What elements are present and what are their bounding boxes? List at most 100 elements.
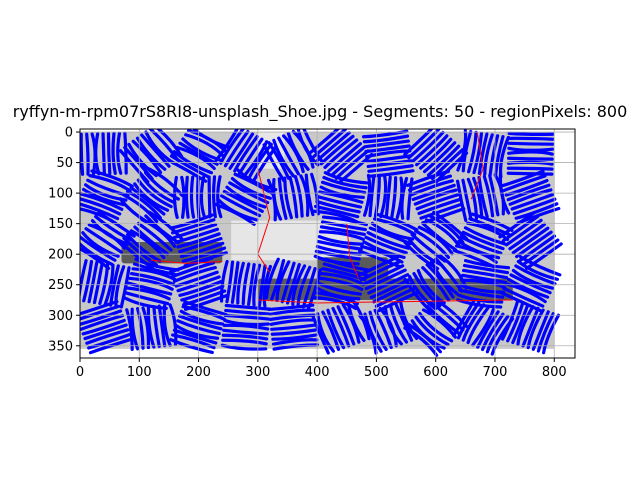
blob-stroke — [330, 145, 366, 177]
blob-stroke — [514, 264, 557, 286]
blob-stroke — [223, 318, 270, 327]
blob-stroke — [88, 337, 134, 355]
blob-stroke — [365, 154, 413, 164]
blob-stroke — [80, 197, 122, 216]
blob-stroke — [461, 273, 508, 285]
blob-stroke — [483, 133, 494, 176]
blob-stroke — [472, 131, 484, 175]
blob-stroke — [268, 308, 315, 317]
blob-stroke — [126, 232, 162, 263]
blob-stroke — [501, 214, 540, 243]
blob-stroke — [170, 261, 216, 279]
blob-stroke — [103, 263, 115, 306]
segment-boundary — [257, 299, 513, 304]
blob-stroke — [315, 131, 351, 162]
segment-blob — [168, 256, 229, 311]
y-tick-label: 0 — [65, 126, 73, 141]
blob-stroke — [407, 129, 441, 160]
x-tick-label: 800 — [542, 365, 567, 380]
blob-stroke — [140, 174, 177, 205]
y-tick-label: 50 — [56, 156, 73, 171]
blob-stroke — [480, 312, 505, 352]
blob-stroke — [180, 175, 186, 219]
blob-stroke — [511, 303, 530, 345]
blob-stroke — [460, 278, 507, 289]
blob-stroke — [299, 174, 310, 217]
blob-stroke — [277, 177, 288, 220]
blob-stroke — [511, 268, 555, 290]
blob-stroke — [81, 318, 126, 336]
blob-stroke — [85, 328, 130, 345]
blob-stroke — [271, 338, 319, 346]
blob-stroke — [80, 192, 124, 211]
blob-stroke — [237, 137, 264, 176]
blob-stroke — [367, 164, 414, 173]
segment-blob — [362, 129, 415, 178]
segment-blob — [403, 129, 469, 184]
blob-stroke — [101, 132, 106, 176]
blob-stroke — [395, 176, 404, 220]
x-tick-label: 200 — [186, 365, 211, 380]
blob-stroke — [80, 259, 88, 300]
segment-blob — [169, 300, 228, 355]
blob-stroke — [502, 286, 545, 308]
segment-blob — [219, 259, 272, 308]
blob-stroke — [403, 326, 439, 357]
blob-stroke — [171, 333, 216, 350]
blob-stroke — [459, 283, 506, 294]
blob-stroke — [172, 222, 218, 240]
blob-stroke — [252, 263, 262, 307]
blob-stroke — [233, 172, 275, 196]
blob-stroke — [477, 132, 489, 175]
blob-stroke — [472, 176, 484, 220]
blob-stroke — [414, 315, 450, 347]
y-tick-label: 100 — [48, 187, 73, 202]
blob-stroke — [262, 143, 286, 183]
blob-stroke — [130, 272, 176, 286]
segment-blob — [80, 131, 128, 176]
blob-stroke — [456, 179, 468, 223]
blob-stroke — [222, 323, 270, 331]
blob-stroke — [317, 235, 364, 246]
blob-stroke — [88, 174, 132, 193]
blob-stroke — [314, 249, 361, 261]
blob-stroke — [141, 306, 151, 350]
blob-stroke — [131, 267, 177, 282]
blob-stroke — [81, 231, 120, 258]
blob-stroke — [388, 303, 409, 344]
segment-boundary — [470, 131, 484, 200]
blob-stroke — [174, 323, 220, 340]
blob-stroke — [220, 194, 262, 218]
blob-stroke — [418, 311, 454, 343]
blob-stroke — [368, 226, 413, 246]
blob-stroke — [116, 131, 123, 175]
blob-stroke — [224, 308, 271, 316]
y-axis: 0 50 100 150 200 250 300 350 — [48, 126, 80, 354]
blob-stroke — [179, 309, 225, 326]
blob-stroke — [507, 136, 555, 141]
blob-stroke — [508, 188, 553, 206]
blob-stroke — [406, 169, 451, 188]
blob-stroke — [270, 258, 286, 301]
blob-stroke — [477, 175, 489, 219]
blob-stroke — [362, 240, 406, 259]
y-tick-label: 350 — [48, 339, 73, 354]
segment-blob — [506, 131, 555, 176]
blob-stroke — [211, 175, 217, 219]
blob-stroke — [157, 304, 167, 348]
blob-stroke — [500, 169, 545, 188]
segment-blob — [118, 210, 184, 271]
blob-stroke — [267, 141, 291, 180]
blob-stroke — [378, 307, 398, 348]
blob-stroke — [92, 261, 104, 305]
blob-stroke — [140, 133, 171, 168]
blob-stroke — [500, 300, 520, 341]
blob-stroke — [129, 229, 166, 260]
segment-blob — [500, 169, 561, 225]
blob-stroke — [426, 144, 461, 177]
blob-stroke — [277, 136, 300, 176]
blob-stroke — [308, 129, 341, 155]
blob-stroke — [127, 142, 158, 178]
blob-stroke — [506, 171, 554, 176]
